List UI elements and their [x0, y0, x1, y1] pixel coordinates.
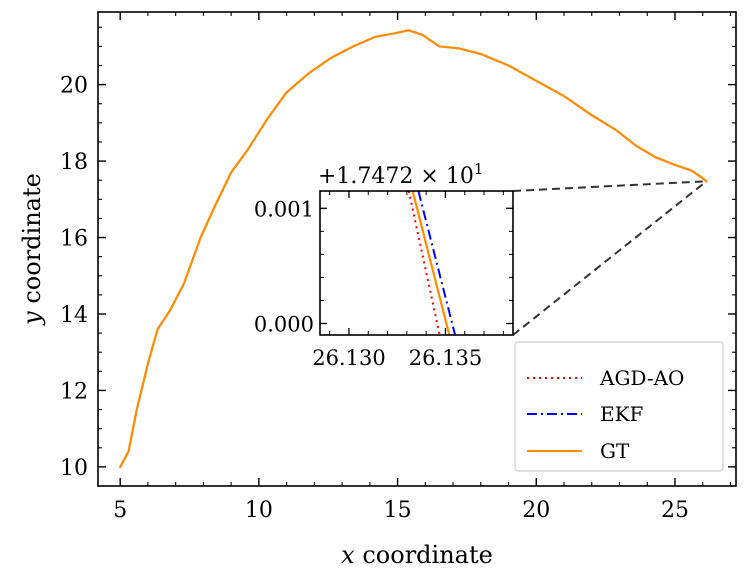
zoom-connector-top — [512, 180, 707, 192]
legend: AGD-AO EKF GT — [514, 341, 724, 472]
x-tick-label: 25 — [661, 498, 689, 523]
y-tick-label: 20 — [60, 74, 88, 99]
x-tick-label: 15 — [384, 498, 412, 523]
inset-x-tick-label: 26.130 — [312, 346, 385, 370]
y-axis-ticks: 10 12 14 16 18 20 — [60, 26, 736, 487]
zoom-connectors — [512, 180, 708, 336]
x-tick-label: 5 — [113, 498, 127, 523]
main-plot-frame — [97, 11, 737, 487]
inset-x-tick-label: 26.135 — [409, 346, 482, 370]
x-axis-label: x coordinate — [341, 541, 493, 569]
inset-y-tick-label: 0.000 — [254, 312, 314, 336]
zoom-connector-bottom — [512, 180, 708, 336]
legend-label-ekf: EKF — [600, 402, 644, 426]
y-tick-label: 12 — [60, 379, 88, 404]
inset-x-axis-ticks: 26.130 26.135 — [312, 191, 504, 370]
legend-label-gt: GT — [600, 439, 630, 463]
y-tick-label: 16 — [60, 227, 88, 252]
inset-plot-frame — [319, 190, 514, 336]
y-tick-label: 14 — [60, 303, 88, 328]
main-series-gt — [119, 29, 708, 468]
x-tick-label: 20 — [522, 498, 550, 523]
inset-series-ekf — [417, 191, 457, 335]
inset-series-gt — [411, 191, 451, 335]
legend-label-agd-ao: AGD-AO — [599, 366, 684, 390]
inset-y-axis-ticks: 0.000 0.001 — [254, 197, 513, 336]
x-axis-ticks: 5 10 15 20 25 — [113, 12, 732, 523]
inset-background — [320, 191, 513, 335]
x-tick-label: 10 — [245, 498, 273, 523]
main-axes: 5 10 15 20 25 10 12 14 16 18 20 — [60, 11, 737, 523]
inset-series-group — [407, 191, 457, 335]
y-axis-label: y coordinate — [18, 173, 46, 326]
legend-box — [514, 341, 724, 472]
inset-offset-label: +1.7472 × 101 — [318, 160, 483, 189]
inset-y-tick-label: 0.001 — [254, 197, 314, 221]
y-tick-label: 18 — [60, 150, 88, 175]
inset-axes: 26.130 26.135 0.000 0.001 +1.7472 × 101 — [254, 160, 514, 370]
inset-series-agd-ao — [407, 191, 441, 335]
y-tick-label: 10 — [60, 456, 88, 481]
main-series-group — [119, 29, 708, 468]
